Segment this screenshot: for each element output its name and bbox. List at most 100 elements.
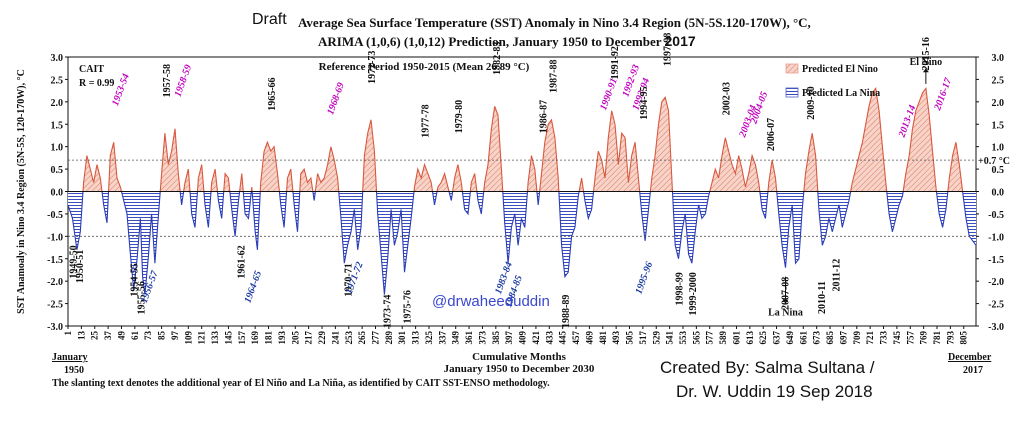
x-tick-label: 337 [437, 331, 447, 345]
x-tick-label: 685 [825, 331, 835, 345]
x-tick-label: 349 [451, 331, 461, 345]
legend-label: Predicted El Nino [802, 64, 878, 75]
y-tick-label-left: 1.0 [51, 143, 64, 154]
event-label: 1997-98 [662, 33, 673, 66]
x-tick-label: 781 [932, 331, 942, 345]
x-tick-label: 769 [919, 331, 929, 345]
x-tick-label: 85 [157, 331, 167, 341]
y-tick-label-right: 2.5 [992, 75, 1005, 86]
x-tick-label: 217 [304, 331, 314, 345]
chart-title-line2: ARIMA (1,0,6) (1,0,12) Prediction, Janua… [318, 33, 696, 50]
event-label: 1979-80 [454, 100, 465, 133]
y-tick-label-left: 0.0 [51, 188, 64, 199]
event-label: 2015-16 [921, 37, 932, 70]
event-label: 1994-95 [639, 86, 650, 119]
reference-line-label: +0.7 °C [978, 156, 1010, 167]
x-tick-label: 613 [745, 331, 755, 345]
x-tick-label: 145 [223, 331, 233, 345]
x-tick-label: 661 [798, 331, 808, 345]
x-tick-label: 361 [464, 331, 474, 345]
legend-label: Predicted La Nina [802, 88, 880, 99]
y-axis-title: SST Anamoaly in Nino 3.4 Region (5N-5S, … [16, 69, 27, 314]
event-label: 1982-83 [492, 42, 503, 75]
x-tick-label: 733 [879, 331, 889, 345]
y-tick-label-right: -2.5 [988, 300, 1004, 311]
event-label: 1961-62 [237, 245, 248, 278]
x-tick-label: 109 [183, 331, 193, 345]
y-tick-label-right: 0.5 [992, 165, 1005, 176]
event-label: 1999-2000 [688, 272, 699, 315]
y-tick-label-right: 3.0 [992, 53, 1005, 64]
event-label: 1988-89 [561, 295, 572, 328]
x-tick-label: 325 [424, 331, 434, 345]
footnote: The slanting text denotes the additional… [52, 378, 550, 389]
y-tick-label-right: -1.5 [988, 255, 1004, 266]
x-tick-label: 577 [705, 331, 715, 345]
x-tick-label: 493 [611, 331, 621, 345]
x-tick-label: 433 [544, 331, 554, 345]
y-tick-label-right: 0.0 [992, 188, 1005, 199]
x-tick-label: 97 [170, 331, 180, 341]
start-year-label: 1950 [64, 365, 84, 376]
x-tick-label: 421 [531, 331, 541, 345]
y-tick-label-left: 2.5 [51, 75, 64, 86]
chart-title-year: 2017 [664, 33, 696, 49]
x-tick-label: 553 [678, 331, 688, 345]
x-tick-label: 445 [558, 331, 568, 345]
chart-title-text: ARIMA (1,0,6) (1,0,12) Prediction, Janua… [318, 34, 662, 49]
x-tick-label: 517 [638, 331, 648, 345]
x-tick-label: 625 [758, 331, 768, 345]
la-nina-arrowhead [782, 299, 789, 304]
x-tick-label: 457 [571, 331, 581, 345]
y-tick-label-left: -3.0 [47, 322, 63, 333]
x-tick-label: 229 [317, 331, 327, 345]
x-tick-label: 805 [959, 331, 969, 345]
x-tick-label: 277 [370, 331, 380, 345]
event-label: 2010-11 [817, 281, 828, 314]
x-axis-title: Cumulative Months [472, 351, 567, 363]
x-tick-label: 409 [518, 331, 528, 345]
event-label: 1950-51 [75, 250, 86, 283]
x-tick-label: 529 [651, 331, 661, 345]
x-tick-label: 757 [905, 331, 915, 345]
y-tick-label-left: -1.5 [47, 255, 63, 266]
la-nina-line [68, 191, 976, 295]
x-tick-label: 697 [838, 331, 848, 345]
x-tick-label: 673 [812, 331, 822, 345]
x-tick-label: 253 [344, 331, 354, 345]
y-tick-label-right: -1.0 [988, 232, 1004, 243]
event-label: 1977-78 [421, 104, 432, 137]
info-line: CAIT [79, 64, 104, 75]
x-tick-label: 241 [330, 331, 340, 345]
x-tick-label: 565 [691, 331, 701, 345]
y-tick-label-left: -0.5 [47, 210, 63, 221]
event-label: 2006-07 [766, 118, 777, 151]
y-tick-label-left: 3.0 [51, 53, 64, 64]
x-tick-label: 793 [945, 331, 955, 345]
event-label: 1949-50 [68, 245, 79, 278]
x-tick-label: 205 [290, 331, 300, 345]
x-tick-label: 133 [210, 331, 220, 345]
start-label: January [52, 352, 88, 363]
x-tick-label: 37 [103, 331, 113, 341]
event-label: 1965-66 [267, 77, 278, 110]
y-tick-label-left: 0.5 [51, 165, 64, 176]
chart-title-line1: Average Sea Surface Temperature (SST) An… [298, 15, 811, 30]
x-tick-label: 601 [731, 331, 741, 345]
credit-line-2: Dr. W. Uddin 19 Sep 2018 [676, 382, 873, 401]
event-label: 2009-10 [806, 86, 817, 119]
x-tick-label: 541 [665, 331, 675, 345]
x-tick-label: 373 [477, 331, 487, 345]
draft-label: Draft [252, 11, 287, 28]
x-tick-label: 1 [63, 331, 73, 336]
la-nina-callout: La Nina [768, 308, 803, 319]
y-tick-label-left: -1.0 [47, 232, 63, 243]
event-label: 1975-76 [403, 290, 414, 323]
info-line: R = 0.99 [79, 78, 114, 89]
x-tick-label: 49 [116, 331, 126, 341]
x-tick-label: 265 [357, 331, 367, 345]
x-tick-label: 721 [865, 331, 875, 345]
x-tick-label: 121 [197, 331, 207, 345]
legend-swatch [785, 63, 799, 74]
